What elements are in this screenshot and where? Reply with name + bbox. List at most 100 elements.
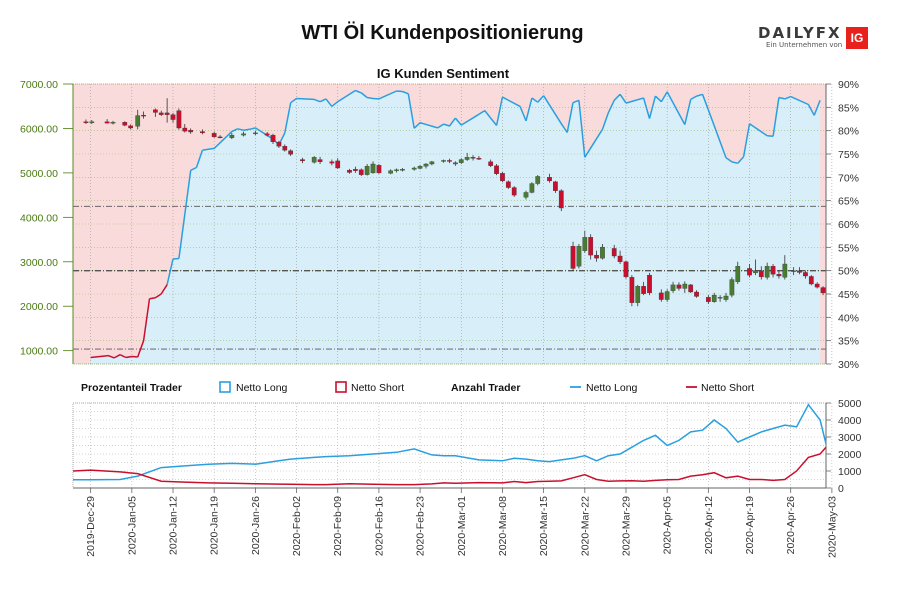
legend-long-swatch	[219, 381, 231, 393]
price-candle	[488, 159, 494, 168]
price-candle	[511, 186, 517, 197]
candle-body	[358, 169, 364, 175]
candle-body	[647, 274, 652, 294]
price-candle	[176, 108, 182, 130]
candle-body	[376, 165, 382, 174]
candle-body	[705, 297, 711, 302]
price-candle	[335, 158, 341, 169]
price-candle	[570, 241, 576, 271]
price-tick-label: 1000.00	[20, 346, 58, 358]
candle-body	[388, 170, 394, 174]
candle-body	[600, 246, 605, 259]
x-tick-label: 2020-Jan-26	[250, 496, 262, 555]
price-candle	[89, 120, 95, 124]
price-candle	[494, 164, 499, 176]
candle-body	[717, 297, 723, 299]
price-candle	[797, 267, 802, 275]
chart-subtitle: IG Kunden Sentiment	[377, 66, 510, 81]
candle-body	[820, 287, 826, 294]
candle-body	[200, 131, 205, 134]
candle-body	[641, 286, 646, 294]
candle-body	[347, 170, 352, 173]
price-candle	[791, 267, 796, 276]
candle-body	[588, 237, 594, 256]
candle-body	[547, 177, 552, 182]
price-candle	[211, 131, 217, 138]
pct-tick-label: 45%	[838, 289, 859, 301]
price-tick-label: 7000.00	[20, 79, 58, 91]
chart-title: WTI Öl Kundenpositionierung	[301, 22, 584, 44]
candle-body	[711, 294, 717, 302]
price-candle	[529, 182, 535, 194]
candle-body	[264, 133, 270, 136]
logo-wordmark: DAILYFX	[758, 24, 842, 42]
price-candle	[370, 161, 376, 174]
price-candle	[623, 260, 629, 279]
legend-long-label: Netto Long	[236, 382, 288, 394]
candle-body	[317, 159, 323, 162]
x-tick-label: 2020-Apr-12	[703, 496, 715, 555]
price-candle	[229, 132, 235, 140]
candle-body	[494, 165, 499, 174]
candle-body	[803, 272, 808, 277]
price-candle	[347, 168, 352, 174]
candle-body	[476, 158, 482, 160]
x-tick-label: 2020-Feb-09	[332, 496, 344, 556]
candle-body	[141, 114, 146, 117]
candle-body	[635, 286, 641, 303]
count-tick-label: 4000	[838, 415, 862, 427]
candle-body	[682, 283, 688, 289]
pct-tick-label: 85%	[838, 102, 859, 114]
price-candle	[505, 180, 511, 189]
price-candle	[576, 244, 582, 269]
ig-badge: IG	[846, 27, 868, 49]
candle-body	[83, 121, 89, 123]
candle-body	[188, 130, 194, 133]
candle-body	[122, 122, 128, 126]
price-candle	[553, 180, 558, 193]
price-candle	[170, 112, 176, 123]
candle-body	[500, 173, 505, 182]
candle-body	[400, 169, 405, 171]
candle-body	[629, 277, 635, 303]
price-candle	[128, 124, 134, 130]
price-candle	[453, 161, 458, 166]
price-candle	[535, 175, 541, 186]
price-candle	[611, 244, 617, 259]
pct-tick-label: 60%	[838, 219, 859, 231]
candle-body	[104, 121, 110, 124]
candle-body	[241, 133, 246, 136]
x-tick-label: 2020-Apr-26	[785, 496, 797, 555]
price-candle	[458, 158, 464, 164]
legend-short-label-count: Netto Short	[701, 382, 754, 394]
price-candle	[104, 119, 110, 124]
count-tick-label: 2000	[838, 449, 862, 461]
price-candle	[376, 164, 382, 174]
candle-body	[523, 192, 529, 198]
candle-body	[300, 159, 305, 162]
candle-body	[110, 122, 116, 124]
candle-body	[182, 127, 188, 132]
candle-body	[153, 109, 158, 113]
candle-body	[623, 261, 629, 278]
candle-body	[464, 157, 470, 160]
price-candle	[770, 264, 776, 278]
price-candle	[647, 272, 652, 296]
candle-body	[423, 163, 429, 167]
x-tick-label: 2020-Mar-01	[456, 496, 468, 556]
count-tick-label: 0	[838, 483, 844, 495]
price-candle	[814, 282, 820, 289]
legend-group-percent: Prozentanteil Trader	[81, 382, 182, 394]
candle-body	[505, 181, 511, 188]
candle-body	[797, 270, 802, 273]
price-candle	[629, 275, 635, 307]
price-candle	[729, 277, 735, 298]
pct-tick-label: 70%	[838, 172, 859, 184]
candle-body	[170, 114, 176, 120]
candle-body	[164, 112, 170, 115]
count-tick-label: 5000	[838, 398, 862, 410]
candle-body	[770, 266, 776, 275]
candle-body	[282, 146, 288, 151]
candle-body	[270, 134, 276, 142]
